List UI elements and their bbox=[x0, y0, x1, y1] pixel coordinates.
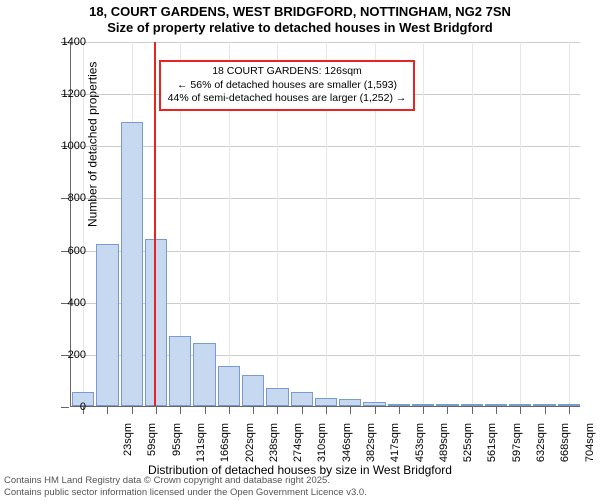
x-tick-label: 453sqm bbox=[414, 423, 426, 473]
plot-area: 18 COURT GARDENS: 126sqm← 56% of detache… bbox=[70, 42, 580, 407]
x-tick-label: 274sqm bbox=[292, 423, 304, 473]
x-tick-label: 59sqm bbox=[146, 423, 158, 473]
y-tick-label: 1000 bbox=[46, 140, 86, 152]
x-tick-label: 131sqm bbox=[195, 423, 207, 473]
histogram-bar bbox=[145, 239, 167, 406]
y-tick-label: 1400 bbox=[46, 36, 86, 48]
x-tick-label: 489sqm bbox=[438, 423, 450, 473]
annotation-box: 18 COURT GARDENS: 126sqm← 56% of detache… bbox=[159, 60, 415, 111]
histogram-bar bbox=[242, 375, 264, 406]
histogram-bar bbox=[121, 122, 143, 406]
x-tick-label: 346sqm bbox=[341, 423, 353, 473]
x-tick-label: 202sqm bbox=[244, 423, 256, 473]
y-tick-label: 400 bbox=[46, 297, 86, 309]
y-tick-label: 0 bbox=[46, 401, 86, 413]
y-tick-label: 600 bbox=[46, 245, 86, 257]
histogram-bar bbox=[193, 343, 215, 406]
histogram-bar bbox=[315, 398, 337, 406]
y-tick-label: 800 bbox=[46, 192, 86, 204]
footer-line-2: Contains public sector information licen… bbox=[4, 487, 367, 498]
x-tick-label: 417sqm bbox=[389, 423, 401, 473]
x-tick-label: 704sqm bbox=[584, 423, 596, 473]
title-line-2: Size of property relative to detached ho… bbox=[0, 20, 600, 36]
annotation-line: ← 56% of detached houses are smaller (1,… bbox=[167, 79, 407, 93]
y-tick-label: 1200 bbox=[46, 88, 86, 100]
histogram-bar bbox=[96, 244, 118, 406]
chart-title: 18, COURT GARDENS, WEST BRIDGFORD, NOTTI… bbox=[0, 4, 600, 37]
x-tick-label: 597sqm bbox=[511, 423, 523, 473]
x-tick-label: 238sqm bbox=[268, 423, 280, 473]
x-tick-label: 166sqm bbox=[219, 423, 231, 473]
x-tick-label: 632sqm bbox=[535, 423, 547, 473]
x-tick-label: 525sqm bbox=[462, 423, 474, 473]
x-tick-label: 95sqm bbox=[171, 423, 183, 473]
attribution-footer: Contains HM Land Registry data © Crown c… bbox=[4, 475, 367, 498]
x-tick-label: 382sqm bbox=[365, 423, 377, 473]
chart-container: 18, COURT GARDENS, WEST BRIDGFORD, NOTTI… bbox=[0, 0, 600, 500]
histogram-bar bbox=[291, 392, 313, 406]
y-tick-label: 200 bbox=[46, 349, 86, 361]
annotation-line: 44% of semi-detached houses are larger (… bbox=[167, 92, 407, 106]
annotation-line: 18 COURT GARDENS: 126sqm bbox=[167, 65, 407, 79]
x-tick-label: 668sqm bbox=[559, 423, 571, 473]
property-marker-line bbox=[154, 42, 156, 406]
histogram-bar bbox=[266, 388, 288, 406]
footer-line-1: Contains HM Land Registry data © Crown c… bbox=[4, 475, 367, 486]
title-line-1: 18, COURT GARDENS, WEST BRIDGFORD, NOTTI… bbox=[0, 4, 600, 20]
histogram-bar bbox=[218, 366, 240, 406]
x-tick-label: 23sqm bbox=[122, 423, 134, 473]
x-tick-label: 310sqm bbox=[316, 423, 328, 473]
histogram-bar bbox=[169, 336, 191, 406]
x-tick-label: 561sqm bbox=[486, 423, 498, 473]
